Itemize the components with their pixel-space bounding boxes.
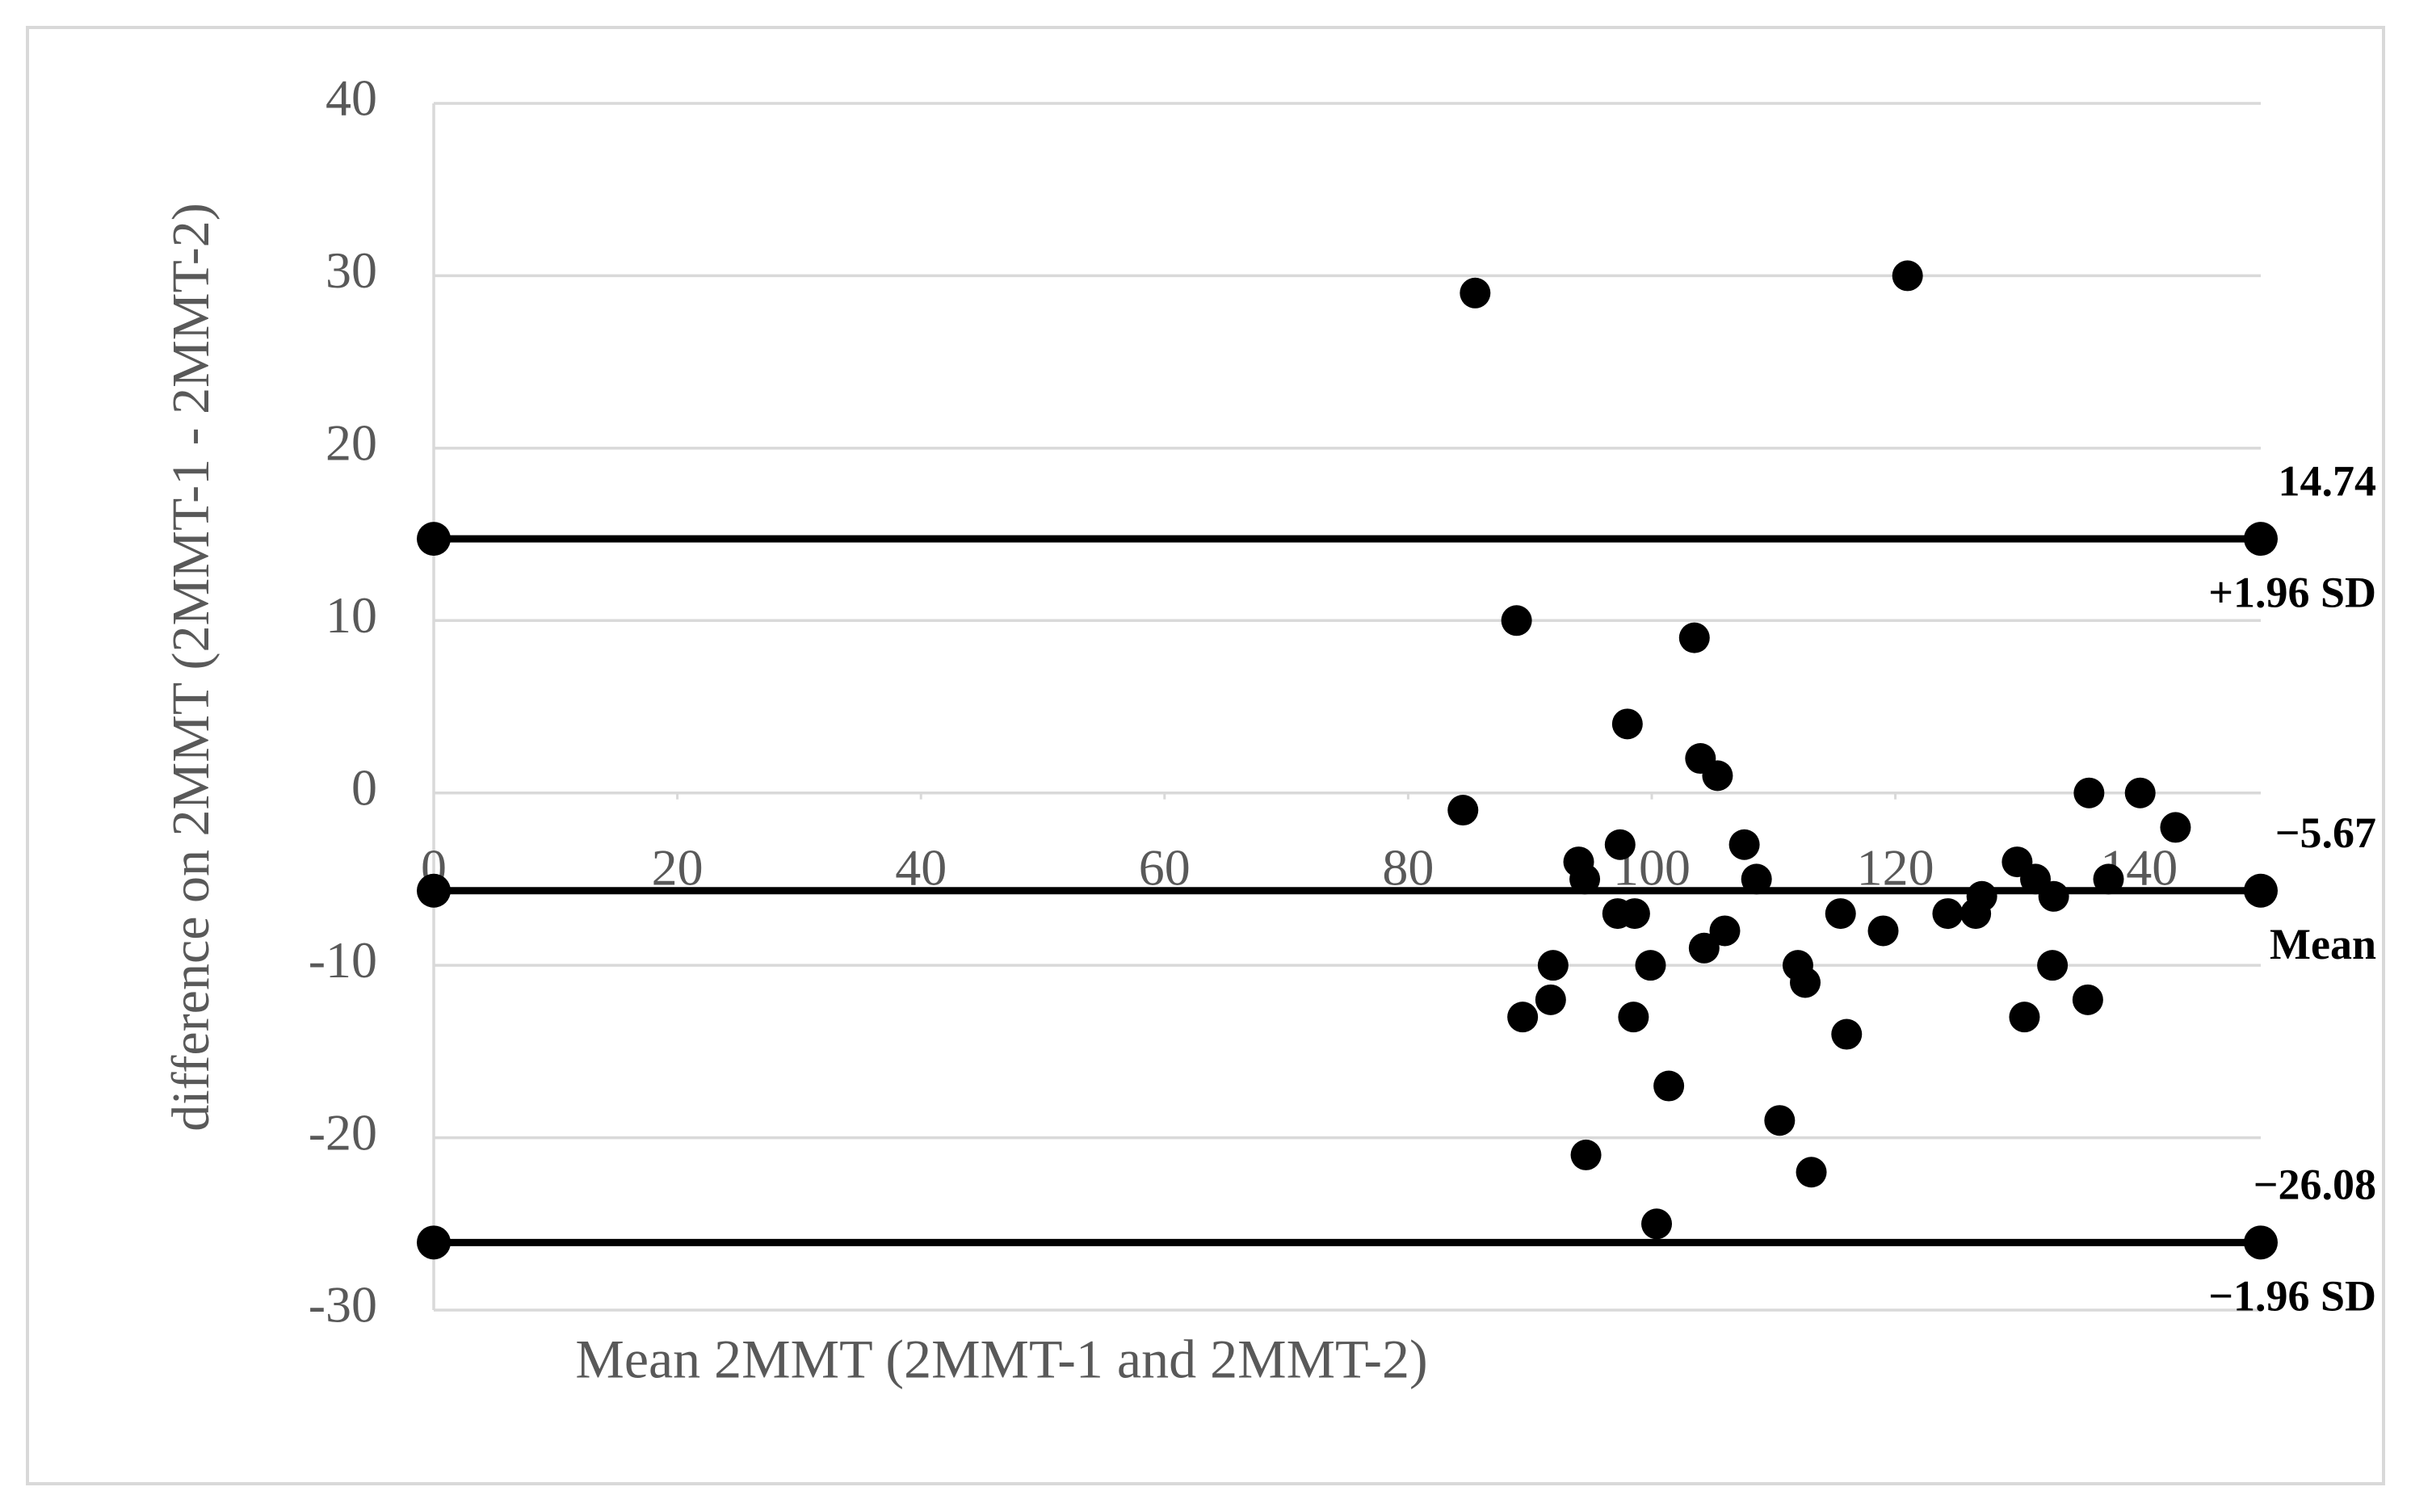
y-tick-label: 10 <box>326 586 377 644</box>
data-point <box>2072 984 2103 1015</box>
data-point <box>2093 863 2124 895</box>
data-point <box>1635 950 1666 981</box>
x-tick-label: 20 <box>652 838 704 896</box>
data-point <box>1790 967 1821 998</box>
y-tick-label: 30 <box>326 242 377 299</box>
data-point <box>1867 915 1899 947</box>
reference-end <box>417 873 451 908</box>
x-tick-label: 80 <box>1382 838 1434 896</box>
data-point <box>1537 950 1569 981</box>
data-point <box>1688 932 1720 964</box>
data-point <box>1796 1157 1827 1188</box>
y-tick-label: -20 <box>309 1103 377 1161</box>
reference-end <box>417 1225 451 1260</box>
y-axis-title: difference on 2MMT (2MMT-1 - 2MMT-2) <box>162 203 221 1132</box>
data-point <box>1618 1002 1649 1033</box>
data-point <box>1825 898 1856 930</box>
x-tick-label: 60 <box>1139 838 1191 896</box>
data-point <box>1741 863 1772 895</box>
y-tick-label: 0 <box>351 758 377 816</box>
reference-end <box>2244 873 2278 908</box>
data-point <box>1653 1070 1685 1102</box>
x-tick-label: 120 <box>1857 838 1934 896</box>
data-point <box>2160 812 2191 843</box>
x-axis-title: Mean 2MMT (2MMT-1 and 2MMT-2) <box>575 1329 1427 1390</box>
reference-value-label: 14.74 <box>2279 457 2377 506</box>
y-tick-label: 40 <box>326 69 377 127</box>
data-point <box>1831 1018 1863 1050</box>
data-point <box>1611 708 1643 740</box>
data-point <box>2073 777 2105 808</box>
y-tick-label: -10 <box>309 931 377 989</box>
reference-name-label: Mean <box>2270 920 2376 968</box>
data-point <box>1619 898 1650 930</box>
data-point <box>2037 950 2069 981</box>
data-point <box>1678 622 1710 653</box>
reference-value-label: −26.08 <box>2253 1161 2376 1209</box>
data-point <box>1535 984 1566 1015</box>
data-point <box>1728 829 1760 860</box>
y-tick-label: -30 <box>309 1276 377 1334</box>
data-point <box>1702 760 1733 792</box>
reference-value-label: −5.67 <box>2275 808 2376 857</box>
data-point <box>1709 915 1741 947</box>
data-point <box>2009 1002 2040 1033</box>
data-point <box>1604 829 1636 860</box>
chart-border <box>26 26 2385 1485</box>
reference-name-label: −1.96 SD <box>2208 1272 2376 1321</box>
reference-end <box>417 522 451 556</box>
data-point <box>1960 898 1992 930</box>
data-point <box>1570 1139 1602 1170</box>
data-point <box>1641 1208 1673 1240</box>
data-point <box>2038 880 2069 912</box>
reference-end <box>2244 1225 2278 1260</box>
data-point <box>1569 863 1601 895</box>
data-point <box>1764 1105 1796 1136</box>
reference-end <box>2244 522 2278 556</box>
data-point <box>1447 795 1479 826</box>
data-point <box>1507 1002 1539 1033</box>
reference-name-label: +1.96 SD <box>2208 569 2376 617</box>
data-point <box>1892 260 1923 292</box>
data-point <box>1501 605 1532 636</box>
x-tick-label: 40 <box>895 838 947 896</box>
data-point <box>1932 898 1964 930</box>
data-point <box>1460 277 1491 309</box>
y-tick-label: 20 <box>326 414 377 472</box>
data-point <box>2124 777 2156 808</box>
